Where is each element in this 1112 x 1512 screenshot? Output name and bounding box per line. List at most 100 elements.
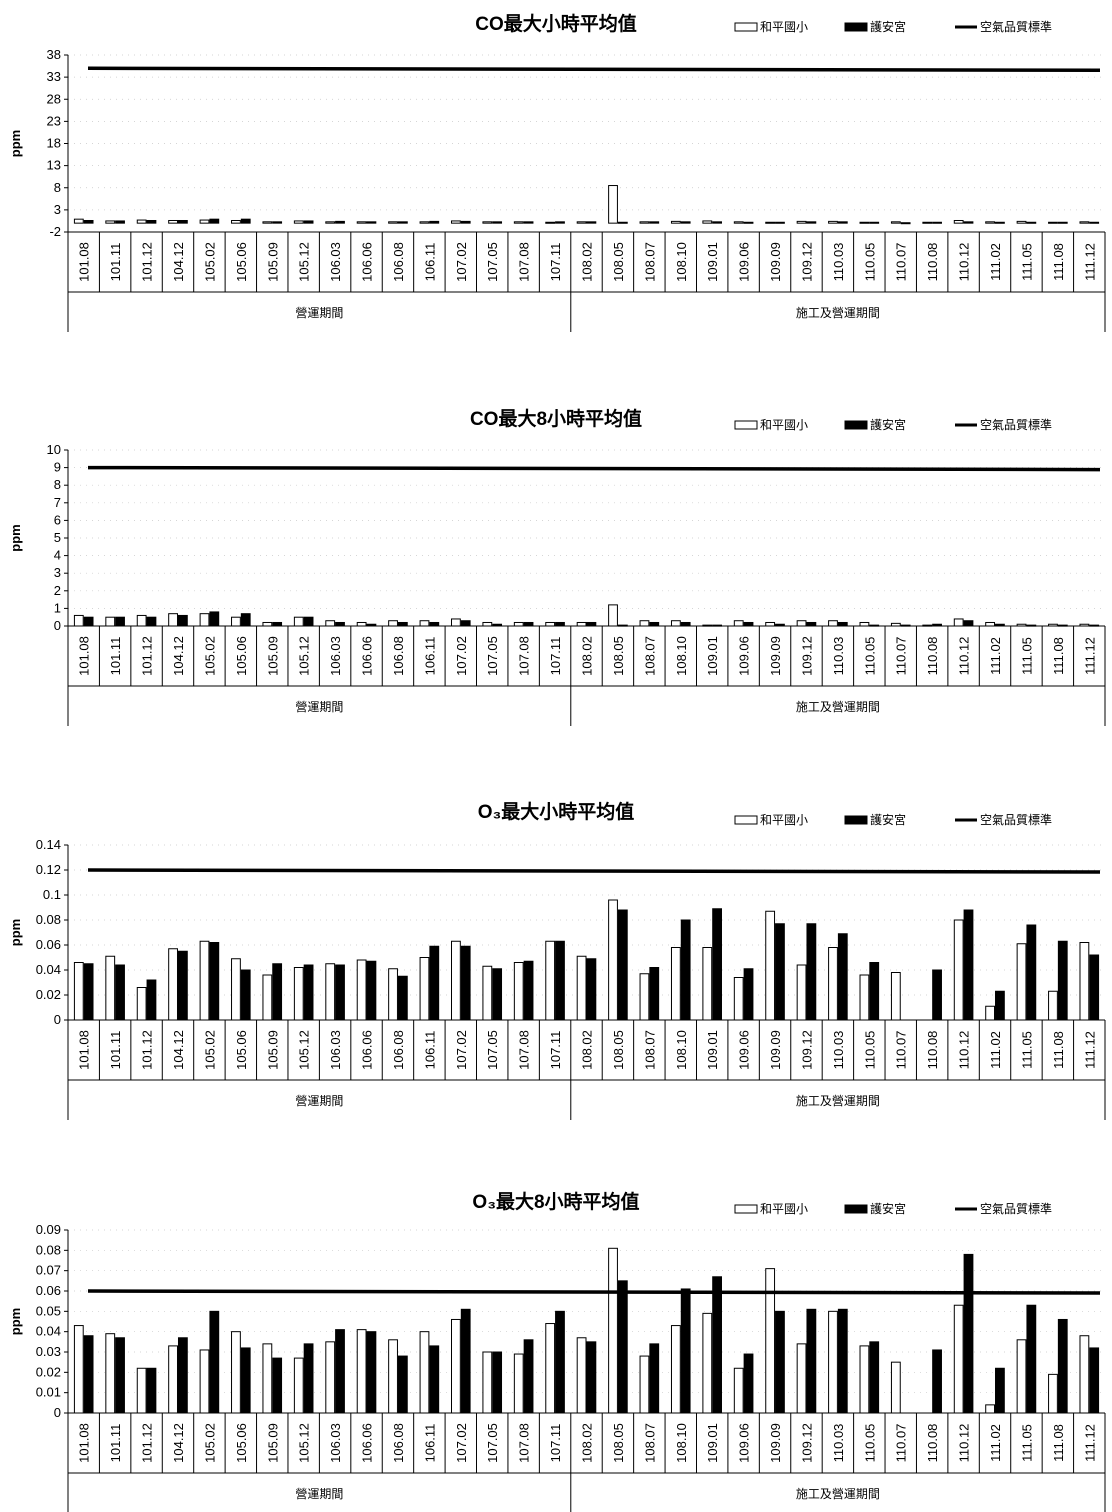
bar-series-1: [1079, 942, 1090, 1021]
bar-series-2: [617, 909, 628, 1021]
bar-series-1: [231, 1331, 241, 1414]
bar-series-2: [775, 623, 785, 627]
group-label: 施工及營運期間: [796, 306, 880, 320]
x-tick-label: 105.02: [202, 636, 217, 676]
x-tick-label: 101.08: [77, 1423, 92, 1463]
x-tick-label: 110.08: [925, 637, 940, 676]
bar-series-2: [460, 220, 471, 224]
x-tick-label: 109.09: [768, 636, 783, 676]
bar-series-2: [586, 958, 597, 1021]
bar-series-2: [617, 221, 628, 224]
bar-series-1: [293, 1357, 304, 1414]
y-tick-label: 28: [47, 91, 61, 106]
y-tick-label: 8: [54, 477, 61, 492]
bar-series-1: [451, 1318, 461, 1414]
x-tick-label: 101.12: [140, 1030, 155, 1070]
bar-series-1: [325, 221, 336, 224]
bar-series-1: [702, 220, 713, 224]
bar-series-1: [451, 940, 461, 1021]
bar-series-1: [293, 220, 304, 224]
bar-series-1: [73, 218, 84, 224]
x-tick-label: 107.08: [517, 1030, 532, 1070]
x-tick-label: 108.05: [611, 242, 626, 282]
legend-entry-2: 護安宮: [844, 417, 906, 432]
x-tick-label: 105.02: [202, 1423, 217, 1463]
legend-label: 護安宮: [870, 812, 906, 827]
y-tick-label: 0.01: [36, 1385, 61, 1400]
x-tick-label: 109.01: [705, 242, 720, 282]
y-tick-label: 0.04: [36, 962, 61, 977]
x-tick-label: 101.08: [77, 242, 92, 282]
bar-series-2: [272, 963, 283, 1021]
legend: 和平國小 護安宮 空氣品質標準: [734, 812, 1052, 827]
bar-series-2: [397, 975, 408, 1021]
bar-series-2: [177, 950, 188, 1021]
bar-series-2: [649, 621, 660, 627]
bar-series-2: [869, 221, 880, 224]
bar-series-1: [670, 947, 681, 1021]
x-tick-label: 108.02: [580, 1030, 595, 1070]
y-tick-label: 1: [54, 600, 61, 615]
bar-series-2: [115, 964, 125, 1021]
bar-series-1: [1016, 1339, 1027, 1414]
bar-series-1: [262, 221, 273, 224]
legend-label: 空氣品質標準: [980, 812, 1052, 827]
x-tick-label: 108.02: [580, 1423, 595, 1463]
bar-series-1: [325, 620, 336, 627]
y-tick-label: 3: [54, 565, 61, 580]
x-tick-label: 110.03: [831, 637, 846, 676]
x-tick-label: 111.12: [1082, 1031, 1097, 1069]
bar-series-1: [545, 940, 556, 1021]
bar-series-2: [523, 1339, 534, 1414]
bar-series-2: [366, 1331, 377, 1414]
bar-series-2: [1089, 1347, 1100, 1414]
bar-series-1: [702, 624, 713, 627]
legend-entry-2: 護安宮: [844, 19, 906, 34]
y-axis-label: ppm: [8, 919, 23, 946]
chart-title: O₃最大8小時平均值: [472, 1190, 639, 1213]
chart-1: CO最大小時平均值 和平國小 護安宮 空氣品質標準-238131823283338pp…: [8, 12, 1106, 332]
y-tick-label: 0.04: [36, 1324, 61, 1339]
bar-series-2: [806, 923, 817, 1021]
y-tick-label: 18: [47, 136, 61, 151]
standard-line: [87, 465, 1101, 472]
bar-series-1: [513, 1353, 524, 1414]
x-tick-label: 106.08: [391, 636, 406, 676]
legend: 和平國小 護安宮 空氣品質標準: [734, 1201, 1052, 1216]
y-tick-label: 0.1: [43, 887, 61, 902]
bar-series-1: [608, 604, 618, 627]
bar-series-1: [796, 1343, 807, 1414]
bar-series-2: [617, 624, 628, 627]
bar-series-2: [335, 964, 345, 1021]
x-tick-label: 108.07: [642, 636, 657, 676]
bar-series-1: [419, 957, 430, 1021]
bar-series-1: [859, 974, 870, 1021]
bar-series-2: [932, 221, 942, 224]
bar-series-1: [985, 1005, 996, 1021]
x-tick-label: 105.06: [234, 1423, 249, 1463]
x-tick-label: 107.08: [517, 242, 532, 282]
x-tick-label: 109.06: [737, 242, 752, 282]
x-tick-label: 106.06: [360, 242, 375, 282]
bar-series-2: [429, 220, 440, 224]
x-tick-label: 111.02: [988, 243, 1003, 281]
bar-series-1: [796, 220, 807, 224]
x-tick-label: 108.10: [674, 242, 689, 282]
chart-title: O₃最大小時平均值: [478, 800, 635, 823]
x-tick-label: 106.06: [360, 636, 375, 676]
x-tick-label: 105.09: [265, 636, 280, 676]
x-tick-label: 110.07: [894, 243, 909, 282]
x-tick-label: 110.12: [957, 1031, 972, 1070]
bar-series-2: [115, 1337, 125, 1414]
bar-series-2: [303, 964, 314, 1021]
legend-entry-3: 空氣品質標準: [955, 1201, 1052, 1216]
legend-label: 和平國小: [760, 20, 808, 34]
y-tick-label: 0.06: [36, 1283, 61, 1298]
bar-series-2: [1026, 924, 1037, 1021]
x-tick-label: 109.01: [705, 1423, 720, 1463]
y-tick-label: 3: [54, 202, 61, 217]
bar-series-2: [900, 222, 911, 225]
x-tick-label: 106.03: [328, 242, 343, 282]
bar-series-1: [325, 1341, 336, 1414]
x-tick-label: 110.08: [925, 1031, 940, 1070]
